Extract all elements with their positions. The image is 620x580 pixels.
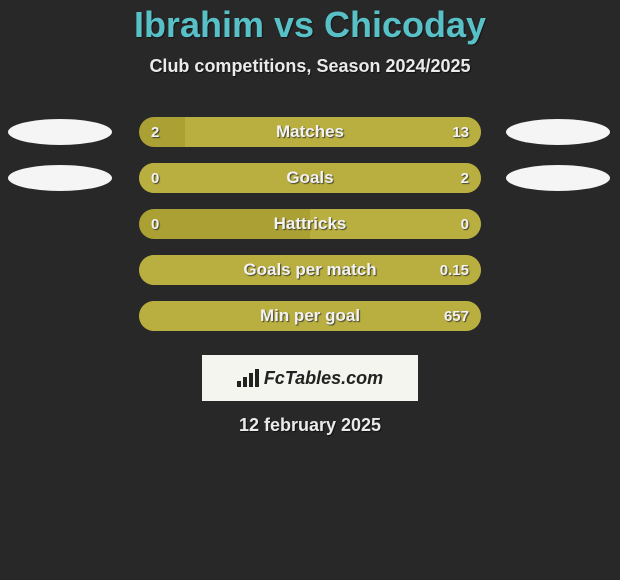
stat-value-right: 2 [461, 163, 469, 193]
stat-label: Hattricks [139, 209, 481, 239]
stat-value-right: 0 [461, 209, 469, 239]
team-marker-right [506, 119, 610, 145]
stat-bar: Goals0 2 [139, 163, 481, 193]
stat-row: Min per goal657 [0, 301, 620, 331]
stat-row: Hattricks0 0 [0, 209, 620, 239]
stat-label: Matches [139, 117, 481, 147]
team-marker-right [506, 165, 610, 191]
date-text: 12 february 2025 [0, 415, 620, 436]
branding-text: FcTables.com [264, 368, 383, 389]
stat-value-left: 2 [151, 117, 159, 147]
bars-icon [237, 369, 259, 387]
team-marker-left [8, 165, 112, 191]
comparison-infographic: Ibrahim vs Chicoday Club competitions, S… [0, 0, 620, 436]
stat-label: Min per goal [139, 301, 481, 331]
stat-value-right: 657 [444, 301, 469, 331]
team-marker-left [8, 119, 112, 145]
stat-value-left: 0 [151, 163, 159, 193]
stat-row: Goals0 2 [0, 163, 620, 193]
stat-value-right: 0.15 [440, 255, 469, 285]
stat-bar: Goals per match0.15 [139, 255, 481, 285]
subtitle: Club competitions, Season 2024/2025 [0, 56, 620, 77]
stat-label: Goals per match [139, 255, 481, 285]
branding-badge: FcTables.com [202, 355, 418, 401]
stat-row: Matches2 13 [0, 117, 620, 147]
stat-bar: Hattricks0 0 [139, 209, 481, 239]
stat-value-left: 0 [151, 209, 159, 239]
stat-label: Goals [139, 163, 481, 193]
page-title: Ibrahim vs Chicoday [0, 4, 620, 46]
stat-rows: Matches213Goals02Hattricks00Goals per ma… [0, 117, 620, 331]
stat-value-right: 13 [452, 117, 469, 147]
stat-bar: Matches2 13 [139, 117, 481, 147]
stat-bar: Min per goal657 [139, 301, 481, 331]
stat-row: Goals per match0.15 [0, 255, 620, 285]
